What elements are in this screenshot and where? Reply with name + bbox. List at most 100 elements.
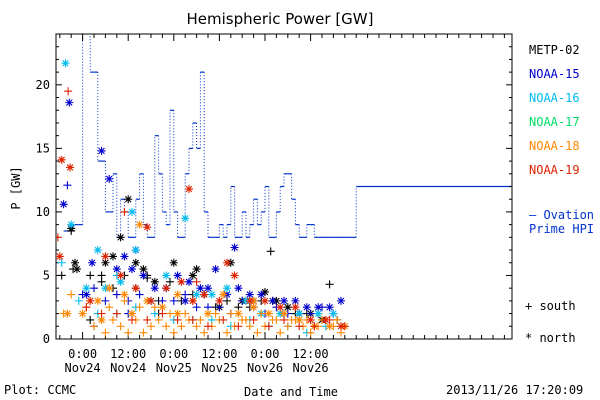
point-noaa-18-south-52 (333, 315, 342, 324)
plot-credit: Plot: CCMC (4, 383, 77, 397)
point-noaa-18-north-5 (128, 309, 136, 318)
point-metp-02-north-2 (101, 258, 110, 267)
point-noaa-18-south-13 (169, 328, 178, 337)
point-noaa-18-north-18 (325, 322, 334, 331)
point-noaa-19-north-18 (291, 303, 300, 312)
point-noaa-19-north-9 (177, 277, 186, 286)
point-noaa-19-south-0 (64, 87, 73, 96)
chart-title: Hemispheric Power [GW] (187, 10, 374, 28)
point-noaa-19-north-21 (337, 322, 345, 331)
point-metp-02-north-21 (109, 252, 117, 261)
point-noaa-15-south-3 (101, 296, 110, 305)
point-noaa-15-north-12 (185, 277, 193, 286)
point-noaa-19-north-0 (57, 155, 66, 164)
point-noaa-19-south-14 (264, 322, 273, 331)
legend: METP-02 NOAA-15 NOAA-16 NOAA-17 NOAA-18 NOAA-… (525, 43, 594, 345)
point-noaa-18-north-10 (204, 309, 212, 318)
point-noaa-18-north-0 (63, 309, 72, 318)
point-noaa-15-north-23 (302, 303, 311, 312)
point-noaa-18-north-2 (93, 296, 102, 305)
legend-entry-noaa-19: NOAA-19 (529, 163, 580, 177)
point-noaa-16-south-0 (57, 258, 66, 267)
point-noaa-16-north-16 (314, 309, 323, 318)
point-noaa-18-south-10 (147, 322, 155, 331)
legend-entry-ovation: — Ovation (529, 208, 594, 222)
point-noaa-15-north-6 (120, 252, 129, 261)
point-noaa-18-north-7 (158, 303, 167, 312)
point-noaa-15-north-1 (65, 98, 74, 107)
point-noaa-18-south-1 (67, 290, 76, 299)
point-noaa-18-south-24 (253, 328, 262, 337)
point-noaa-19-north-19 (306, 315, 315, 324)
point-metp-02-south-18 (266, 247, 275, 256)
plot-timestamp: 2013/11/26 17:20:09 (446, 383, 584, 397)
point-noaa-15-south-2 (90, 284, 98, 293)
x-tick-time-0: 0:00 (68, 347, 97, 361)
x-tick-time-1: 12:00 (110, 347, 146, 361)
point-noaa-18-south-31 (306, 328, 315, 337)
point-metp-02-north-23 (192, 265, 201, 274)
point-noaa-16-north-9 (192, 290, 201, 299)
point-noaa-19-south-8 (173, 315, 182, 324)
x-axis-ticks: 0:00Nov2412:00Nov240:00Nov2512:00Nov250:… (59, 34, 505, 375)
x-tick-date-0: Nov24 (65, 361, 101, 375)
point-noaa-15-south-11 (192, 303, 201, 312)
point-metp-02-south-0 (57, 271, 66, 280)
point-noaa-16-south-1 (74, 296, 83, 305)
point-metp-02-north-16 (283, 303, 292, 312)
point-noaa-18-south-7 (124, 328, 133, 337)
point-noaa-16-north-2 (82, 284, 91, 293)
legend-marker-south: + south (525, 299, 576, 313)
point-noaa-19-south-5 (128, 315, 136, 324)
point-noaa-19-south-20 (120, 207, 129, 216)
point-noaa-19-south-17 (310, 322, 319, 331)
point-noaa-15-south-6 (135, 290, 144, 299)
y-tick-label-4: 20 (36, 78, 50, 92)
point-metp-02-south-29 (86, 315, 95, 324)
point-noaa-19-south-4 (112, 309, 121, 318)
point-noaa-15-north-30 (230, 243, 239, 252)
point-noaa-15-south-0 (63, 181, 72, 190)
point-noaa-18-north-16 (295, 315, 304, 324)
y-axis-label: P [GW] (9, 166, 23, 209)
point-noaa-15-north-14 (204, 284, 212, 293)
point-noaa-19-south-11 (219, 315, 228, 324)
ovation-line (63, 34, 512, 238)
x-tick-date-5: Nov26 (293, 361, 329, 375)
point-noaa-18-north-13 (249, 303, 258, 312)
legend-entry-noaa-16: NOAA-16 (529, 91, 580, 105)
point-noaa-19-south-6 (143, 315, 152, 324)
point-noaa-16-north-8 (181, 214, 190, 223)
point-noaa-18-south-48 (272, 315, 281, 324)
point-noaa-19-north-22 (143, 223, 152, 232)
point-noaa-18-north-22 (173, 290, 182, 299)
point-metp-02-south-26 (97, 271, 106, 280)
point-noaa-19-south-12 (234, 322, 243, 331)
point-noaa-16-north-4 (116, 277, 125, 286)
point-noaa-16-north-15 (295, 309, 304, 318)
point-metp-02-north-4 (124, 195, 133, 204)
point-noaa-19-south-2 (82, 303, 91, 312)
point-noaa-19-north-5 (116, 271, 125, 280)
point-noaa-18-south-46 (242, 315, 250, 324)
point-noaa-19-north-16 (261, 296, 269, 305)
point-noaa-16-north-10 (207, 290, 216, 299)
point-noaa-18-north-11 (219, 290, 228, 299)
point-noaa-18-south-42 (181, 309, 190, 318)
point-noaa-15-north-0 (59, 200, 68, 209)
point-noaa-15-north-7 (128, 265, 136, 274)
point-noaa-16-north-11 (223, 284, 231, 293)
point-noaa-18-south-47 (257, 309, 266, 318)
legend-entry-metp-02: METP-02 (529, 43, 580, 57)
point-noaa-18-south-45 (226, 309, 235, 318)
point-noaa-19-south-21 (192, 277, 201, 286)
point-noaa-19-south-7 (158, 309, 167, 318)
point-noaa-19-south-13 (249, 315, 258, 324)
point-noaa-15-north-2 (88, 258, 97, 267)
point-noaa-18-south-14 (177, 322, 186, 331)
legend-entry-noaa-15: NOAA-15 (529, 67, 580, 81)
point-noaa-15-north-4 (105, 174, 114, 183)
point-noaa-18-south-39 (135, 303, 144, 312)
point-noaa-18-south-4 (101, 328, 110, 337)
point-noaa-19-south-3 (97, 309, 106, 318)
